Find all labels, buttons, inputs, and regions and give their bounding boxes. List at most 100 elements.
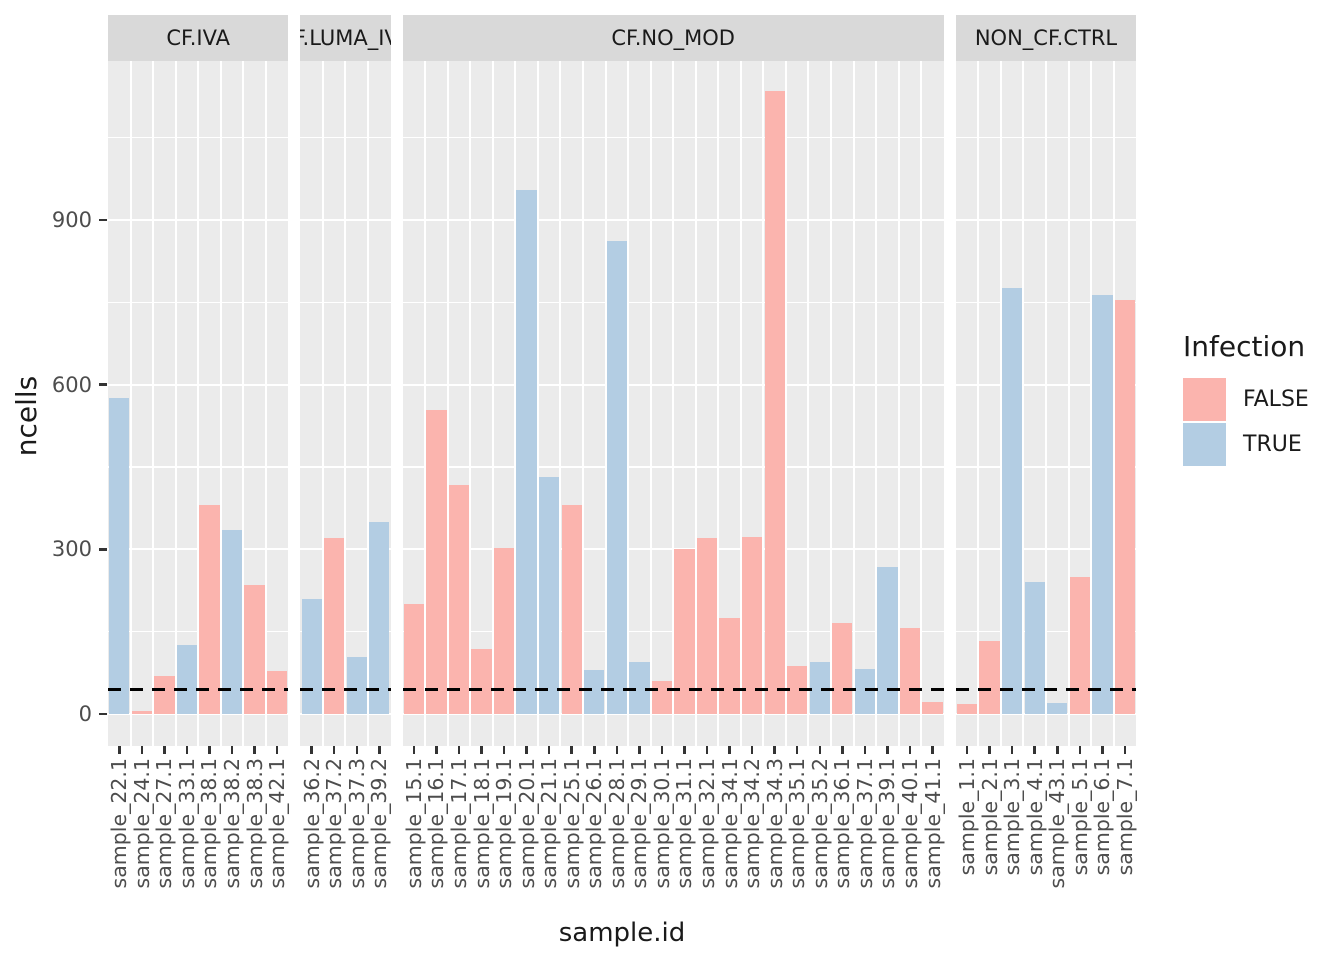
legend-title: Infection xyxy=(1183,330,1306,363)
x-axis-tick-label: sample_31.1 xyxy=(672,758,697,889)
threshold-dashed-line xyxy=(300,687,391,691)
x-gridline xyxy=(649,61,652,746)
x-gridline xyxy=(1112,61,1115,746)
bar-sample_17.1 xyxy=(448,485,470,714)
x-axis-tick-label: sample_38.3 xyxy=(242,758,267,889)
x-axis-tick-mark xyxy=(1010,746,1014,754)
x-axis-tick-label: sample_25.1 xyxy=(559,758,584,889)
x-gridline xyxy=(604,61,607,746)
x-axis-tick-mark xyxy=(660,746,664,754)
bar-sample_6.1 xyxy=(1092,295,1113,714)
bar-sample_40.1 xyxy=(899,627,921,714)
facet-strip-label: CF.NO_MOD xyxy=(611,26,735,50)
x-axis-tick-label: sample_19.1 xyxy=(492,758,517,889)
x-axis-tick-mark xyxy=(728,746,731,754)
x-axis-tick-mark xyxy=(1078,746,1082,754)
legend-key-swatch xyxy=(1183,423,1226,466)
x-gridline xyxy=(129,61,132,746)
threshold-dashed-line xyxy=(402,687,944,691)
x-axis-tick-label: sample_38.2 xyxy=(220,758,245,889)
x-axis-tick-label: sample_24.1 xyxy=(129,758,154,889)
x-gridline xyxy=(830,61,833,746)
bar-sample_21.1 xyxy=(539,476,560,714)
bar-sample_38.3 xyxy=(244,585,265,714)
x-axis-tick-mark xyxy=(163,746,166,754)
facet-strip-label: CF.LUMA_IVA xyxy=(300,26,390,50)
x-axis-tick-label: sample_41.1 xyxy=(920,758,945,889)
x-gridline xyxy=(242,61,245,746)
x-axis-tick-mark xyxy=(230,746,234,754)
x-axis-tick-label: sample_26.1 xyxy=(582,758,607,889)
x-gridline xyxy=(344,61,347,746)
x-axis-tick-mark xyxy=(355,746,359,754)
x-axis-tick-label: sample_15.1 xyxy=(401,758,426,889)
bar-sample_15.1 xyxy=(403,604,425,714)
x-gridline xyxy=(875,61,878,746)
x-gridline xyxy=(321,61,324,746)
bar-sample_1.1 xyxy=(956,704,978,714)
x-axis-tick-mark xyxy=(683,746,686,754)
x-axis-tick-label: sample_1.1 xyxy=(955,758,980,876)
facet-strip: CF.LUMA_IVA xyxy=(300,15,391,61)
y-axis-title: ncells xyxy=(9,375,43,457)
facet-panel xyxy=(955,61,1137,746)
x-axis-tick-label: sample_32.1 xyxy=(695,758,720,889)
y-axis-tick-label: 900 xyxy=(51,207,92,232)
facet-strip: CF.NO_MOD xyxy=(402,15,944,61)
x-axis-tick-label: sample_38.1 xyxy=(197,758,222,889)
x-axis-tick-mark xyxy=(310,746,313,754)
bar-sample_30.1 xyxy=(651,681,673,714)
x-axis-tick-mark xyxy=(118,746,121,754)
x-axis-tick-mark xyxy=(773,746,776,754)
bar-sample_34.1 xyxy=(719,617,740,714)
x-axis-tick-mark xyxy=(1033,746,1036,754)
bar-sample_36.2 xyxy=(301,598,322,714)
x-axis-tick-label: sample_3.1 xyxy=(1000,758,1025,876)
x-axis-tick-mark xyxy=(332,746,336,754)
bar-sample_38.2 xyxy=(221,530,243,714)
facet-panel xyxy=(300,61,391,746)
x-axis-tick-label: sample_34.2 xyxy=(740,758,765,889)
facet-panel xyxy=(402,61,944,746)
y-axis-tick-mark xyxy=(99,218,107,222)
bar-sample_34.3 xyxy=(764,90,785,714)
x-axis-tick-mark xyxy=(886,746,889,754)
bar-sample_43.1 xyxy=(1047,703,1068,714)
bar-sample_25.1 xyxy=(561,505,582,714)
facet-panel xyxy=(108,61,289,746)
x-axis-tick-mark xyxy=(1056,746,1059,754)
bar-sample_5.1 xyxy=(1069,576,1090,714)
x-gridline xyxy=(1067,61,1070,746)
x-gridline xyxy=(581,61,584,746)
x-axis-tick-mark xyxy=(841,746,844,754)
x-axis-tick-label: sample_28.1 xyxy=(604,758,629,889)
x-axis-tick-label: sample_16.1 xyxy=(424,758,449,889)
x-axis-tick-mark xyxy=(1123,746,1127,754)
bar-sample_4.1 xyxy=(1024,582,1045,714)
x-axis-title: sample.id xyxy=(558,918,686,948)
legend-item-label: TRUE xyxy=(1243,432,1302,457)
x-axis-tick-mark xyxy=(615,746,619,754)
x-gridline xyxy=(807,61,810,746)
x-axis-tick-mark xyxy=(457,746,461,754)
threshold-dashed-line xyxy=(955,687,1137,691)
x-axis-tick-label: sample_37.1 xyxy=(852,758,877,889)
x-gridline xyxy=(627,61,630,746)
bar-sample_33.1 xyxy=(176,645,198,714)
facet-strip-label: CF.IVA xyxy=(166,26,231,50)
x-gridline xyxy=(1022,61,1025,746)
x-axis-tick-label: sample_35.2 xyxy=(807,758,832,889)
x-axis-tick-label: sample_42.1 xyxy=(265,758,290,889)
x-axis-tick-label: sample_30.1 xyxy=(649,758,674,889)
legend: Infection FALSE TRUE xyxy=(1183,330,1309,468)
x-axis-tick-label: sample_29.1 xyxy=(627,758,652,889)
x-axis-tick-mark xyxy=(988,746,991,754)
x-gridline xyxy=(197,61,200,746)
y-axis-tick-label: 300 xyxy=(51,537,92,562)
x-axis-tick-mark xyxy=(412,746,416,754)
x-axis-tick-mark xyxy=(795,746,799,754)
threshold-dashed-line xyxy=(108,687,289,691)
x-axis-tick-label: sample_18.1 xyxy=(469,758,494,889)
x-axis-tick-label: sample_2.1 xyxy=(977,758,1002,876)
x-axis-tick-mark xyxy=(275,746,279,754)
